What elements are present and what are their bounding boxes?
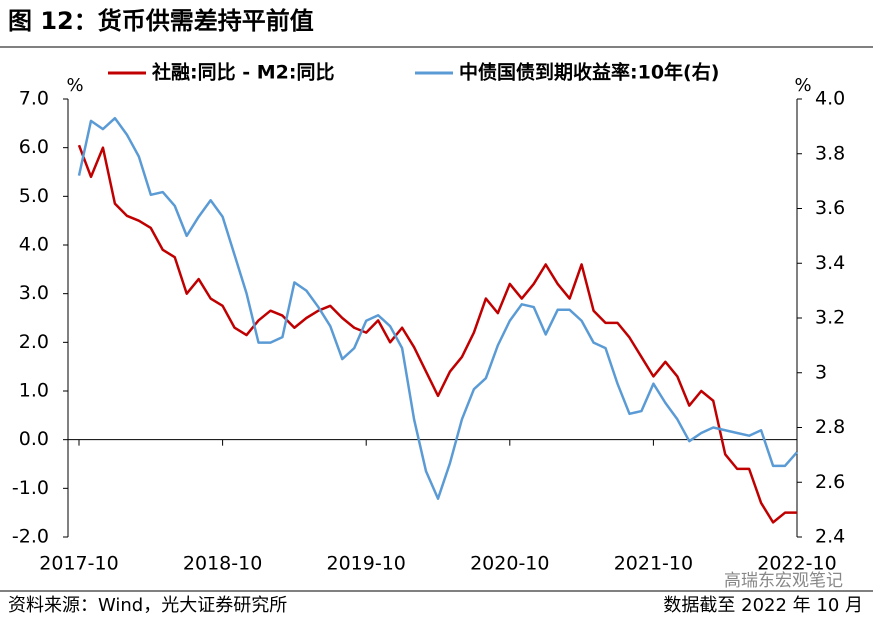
y-unit: % — [66, 75, 83, 96]
watermark: 高瑞东宏观笔记 — [724, 571, 843, 591]
note: 数据截至 2022 年 10 月 — [663, 595, 863, 616]
series-line — [77, 144, 797, 524]
x-tick-label: 2019-10 — [327, 553, 406, 575]
y-tick-label: 2.0 — [19, 331, 49, 353]
y-tick-label: 5.0 — [19, 185, 49, 207]
legend-label: 社融:同比 - M2:同比 — [151, 61, 334, 84]
y2-tick-label: 2.6 — [815, 471, 845, 493]
y2-tick-label: 4.0 — [815, 88, 845, 110]
y-tick-label: -1.0 — [12, 477, 49, 499]
chart-title: 图 12：货币供需差持平前值 — [8, 7, 314, 35]
y-tick-label: 3.0 — [19, 282, 49, 304]
y-tick-label: 1.0 — [19, 380, 49, 402]
y-tick-label: 4.0 — [19, 234, 49, 256]
x-tick-label: 2017-10 — [39, 553, 118, 575]
y-tick-label: 0.0 — [19, 428, 49, 450]
y2-tick-label: 3.2 — [815, 307, 845, 329]
y2-tick-label: 3 — [815, 361, 827, 383]
y-tick-label: -2.0 — [12, 526, 49, 548]
x-tick-label: 2018-10 — [183, 553, 262, 575]
x-tick-label: 2022-10 — [757, 553, 836, 575]
source: 资料来源：Wind，光大证券研究所 — [8, 595, 287, 616]
x-tick-label: 2020-10 — [470, 553, 549, 575]
y2-tick-label: 3.8 — [815, 142, 845, 164]
y2-tick-label: 2.8 — [815, 416, 845, 438]
series-line — [77, 116, 798, 500]
y2-tick-label: 3.6 — [815, 197, 845, 219]
y2-tick-label: 3.4 — [815, 252, 845, 274]
y2-unit: % — [794, 75, 811, 96]
legend-label: 中债国债到期收益率:10年(右) — [459, 61, 719, 84]
y-tick-label: 7.0 — [19, 88, 49, 110]
x-tick-label: 2021-10 — [614, 553, 693, 575]
y-tick-label: 6.0 — [19, 136, 49, 158]
y2-tick-label: 2.4 — [815, 526, 845, 548]
